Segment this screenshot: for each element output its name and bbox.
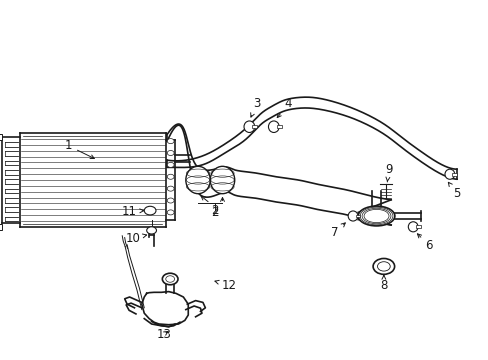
Bar (276, 125, 281, 128)
Ellipse shape (444, 169, 454, 179)
Circle shape (146, 227, 156, 234)
Bar (415, 225, 420, 228)
Text: 12: 12 (215, 279, 236, 292)
Text: 2: 2 (211, 206, 219, 219)
Text: 10: 10 (125, 232, 146, 245)
Circle shape (377, 262, 389, 271)
Ellipse shape (268, 121, 279, 132)
Ellipse shape (347, 211, 357, 221)
Text: 13: 13 (156, 328, 171, 341)
Text: 3: 3 (250, 97, 260, 117)
Circle shape (167, 174, 174, 179)
Bar (252, 125, 257, 128)
Circle shape (167, 210, 174, 215)
Bar (0, 224, 2, 230)
Bar (355, 215, 360, 217)
Ellipse shape (244, 121, 254, 132)
Circle shape (167, 162, 174, 167)
Bar (451, 173, 456, 176)
Ellipse shape (210, 166, 234, 194)
Bar (0, 134, 2, 140)
Text: 1: 1 (64, 139, 94, 158)
Text: 5: 5 (447, 182, 460, 200)
Circle shape (162, 273, 178, 285)
Text: 8: 8 (379, 275, 387, 292)
Text: 11: 11 (122, 205, 143, 218)
Circle shape (167, 198, 174, 203)
Circle shape (167, 150, 174, 156)
Text: 9: 9 (384, 163, 392, 182)
Text: 7: 7 (330, 223, 345, 239)
Circle shape (372, 258, 394, 274)
Circle shape (165, 276, 174, 282)
Ellipse shape (185, 166, 210, 194)
Text: 6: 6 (417, 234, 432, 252)
Ellipse shape (407, 222, 417, 232)
Ellipse shape (357, 206, 394, 226)
Text: 4: 4 (277, 97, 292, 118)
Circle shape (167, 139, 174, 144)
Text: 2: 2 (211, 204, 219, 217)
Circle shape (144, 206, 156, 215)
Circle shape (167, 186, 174, 191)
